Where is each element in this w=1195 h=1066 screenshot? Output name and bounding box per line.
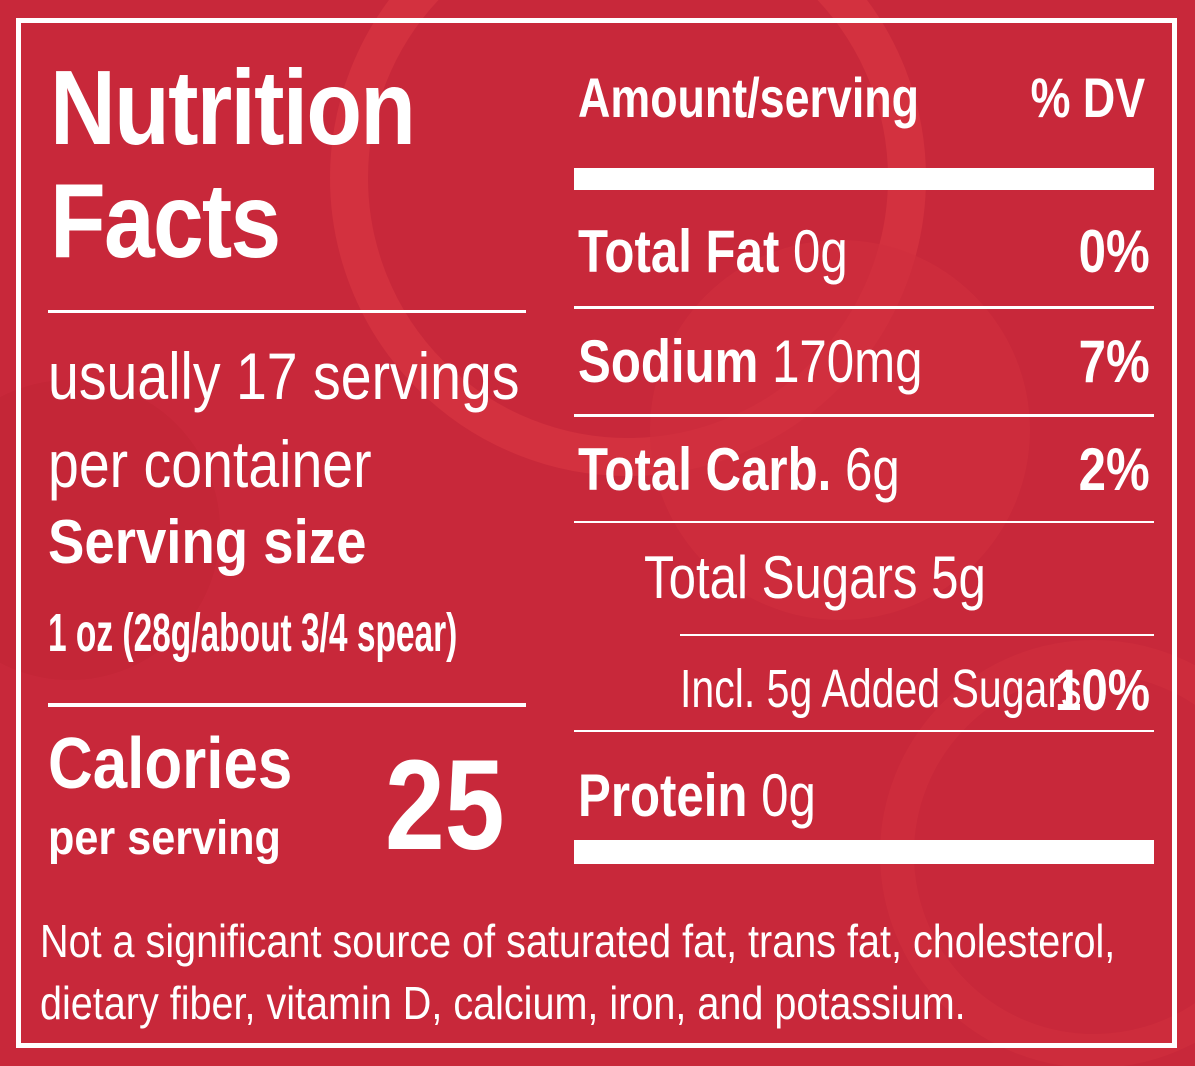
nutrient-row-added-sugars: Incl. 5g Added Sugars 10% [680,659,1150,720]
nutrient-amount: Total Sugars 5g [644,544,986,611]
label-frame [16,18,1177,1048]
nutrient-name: Total Fat [578,218,780,285]
calories-label: Calories [48,724,293,804]
nutrient-dv: 0% [1078,218,1150,285]
divider [574,414,1154,417]
nutrient-amount: 0g [761,762,816,829]
calories-value: 25 [385,734,505,877]
title-nutrition: Nutrition [50,49,416,167]
header-percent-dv: % DV [1030,66,1145,129]
footnote: Not a significant source of saturated fa… [40,915,1116,1029]
nutrient-amount: 6g [844,436,900,503]
divider [574,521,1154,523]
calories-per-serving: per serving [48,812,281,865]
nutrient-row-total-carb: Total Carb. 6g 2% [578,440,1150,500]
thick-divider [574,840,1154,864]
divider [48,310,526,313]
serving-size-value: 1 oz (28g/about 3/4 spear) [48,603,458,663]
nutrient-row-total-sugars: Total Sugars 5g [644,548,1150,608]
nutrient-row-protein: Protein 0g [578,766,1150,826]
nutrient-amount: 170mg [772,328,923,395]
nutrient-name: Total Carb. [578,436,832,503]
nutrient-row-sodium: Sodium 170mg 7% [578,332,1150,392]
nutrient-name: Sodium [578,328,759,395]
divider [48,703,526,707]
nutrient-dv: 10% [1054,658,1150,723]
nutrient-amount: Incl. 5g Added Sugars [680,659,1082,719]
servings-per-container: usually 17 servings per container [48,339,520,501]
divider [680,634,1154,636]
header-amount-per-serving: Amount/serving [578,66,920,129]
nutrient-name: Protein [578,762,748,829]
nutrient-amount: 0g [793,218,848,285]
divider [574,730,1154,732]
nutrient-dv: 7% [1078,328,1150,395]
title-facts: Facts [50,162,281,280]
thick-divider [574,168,1154,190]
nutrient-row-total-fat: Total Fat 0g 0% [578,222,1150,282]
nutrient-dv: 2% [1078,436,1150,503]
serving-size-label: Serving size [48,508,367,577]
divider [574,306,1154,309]
